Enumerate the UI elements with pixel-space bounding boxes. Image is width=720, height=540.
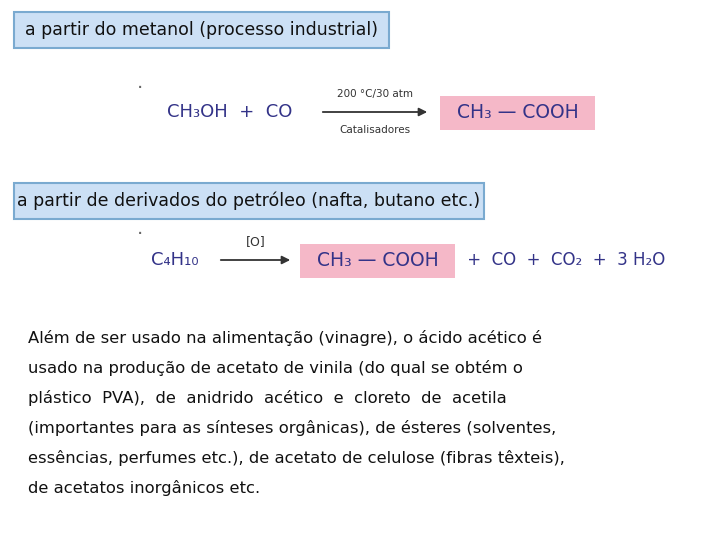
Text: essências, perfumes etc.), de acetato de celulose (fibras têxteis),: essências, perfumes etc.), de acetato de… [28, 450, 565, 466]
Text: CH₃ — COOH: CH₃ — COOH [317, 252, 438, 271]
Text: plástico  PVA),  de  anidrido  acético  e  cloreto  de  acetila: plástico PVA), de anidrido acético e clo… [28, 390, 507, 406]
Text: C₄H₁₀: C₄H₁₀ [151, 251, 199, 269]
FancyBboxPatch shape [300, 244, 455, 278]
Text: Catalisadores: Catalisadores [339, 125, 410, 135]
Text: (importantes para as sínteses orgânicas), de ésteres (solventes,: (importantes para as sínteses orgânicas)… [28, 420, 557, 436]
FancyBboxPatch shape [440, 96, 595, 130]
Text: de acetatos inorgânicos etc.: de acetatos inorgânicos etc. [28, 480, 260, 496]
FancyBboxPatch shape [14, 183, 484, 219]
Text: a partir do metanol (processo industrial): a partir do metanol (processo industrial… [25, 21, 378, 39]
FancyBboxPatch shape [14, 12, 389, 48]
Text: ·: · [137, 78, 143, 98]
Text: +  CO  +  CO₂  +  3 H₂O: + CO + CO₂ + 3 H₂O [462, 251, 665, 269]
Text: CH₃ — COOH: CH₃ — COOH [456, 104, 578, 123]
Text: ·: · [137, 226, 143, 245]
Text: [O]: [O] [246, 235, 266, 248]
Text: a partir de derivados do petróleo (nafta, butano etc.): a partir de derivados do petróleo (nafta… [17, 192, 480, 210]
Text: 200 °C/30 atm: 200 °C/30 atm [337, 89, 413, 99]
Text: CH₃OH  +  CO: CH₃OH + CO [167, 103, 293, 121]
Text: Além de ser usado na alimentação (vinagre), o ácido acético é: Além de ser usado na alimentação (vinagr… [28, 330, 542, 346]
Text: usado na produção de acetato de vinila (do qual se obtém o: usado na produção de acetato de vinila (… [28, 360, 523, 376]
